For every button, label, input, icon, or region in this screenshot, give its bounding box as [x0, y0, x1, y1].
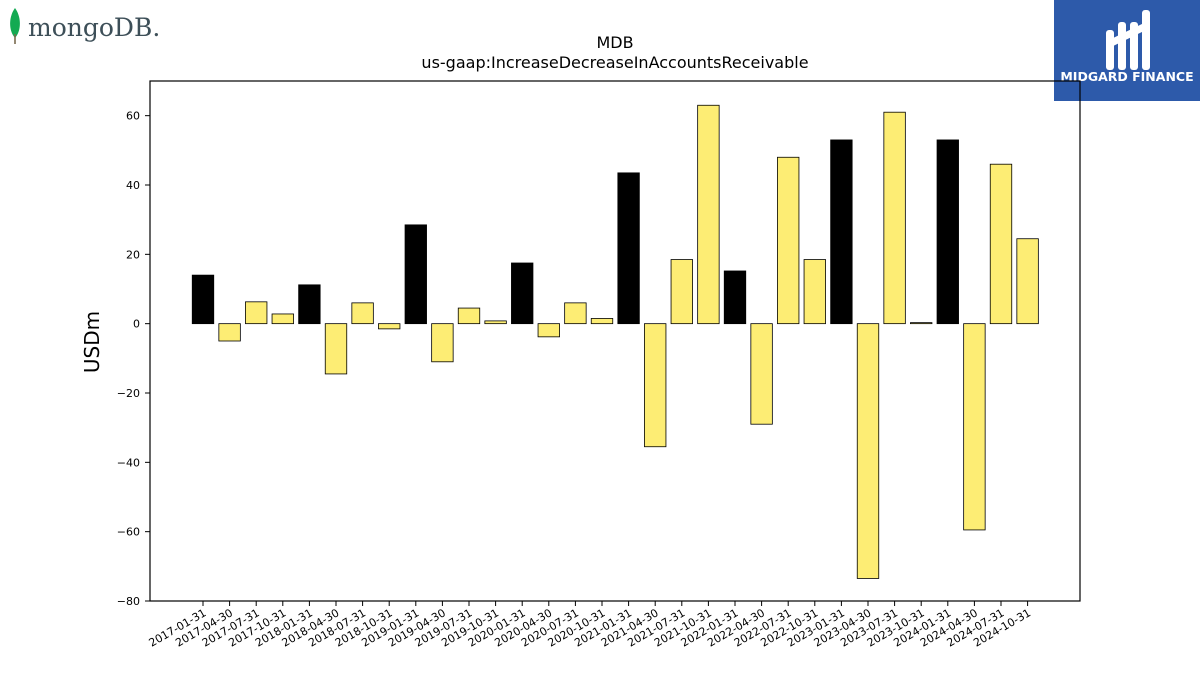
bar-2021-04-30 — [644, 323, 667, 448]
chart-subtitle: us-gaap:IncreaseDecreaseInAccountsReceiv… — [421, 53, 808, 72]
bar-2018-04-30 — [324, 323, 348, 375]
bar-2023-01-31 — [830, 139, 853, 325]
bar-2023-04-30 — [856, 323, 880, 579]
bar-2017-07-31 — [245, 301, 268, 325]
plot-frame — [149, 80, 1081, 602]
bar-2019-10-31 — [484, 320, 507, 325]
mongodb-logo-text: mongoDB. — [28, 13, 160, 42]
bar-2022-01-31 — [723, 270, 747, 325]
bar-2024-04-30 — [963, 323, 986, 531]
bar-2022-10-31 — [803, 259, 826, 325]
bar-2021-01-31 — [617, 172, 640, 325]
y-tick-label: 40 — [126, 179, 140, 192]
bar-2018-10-31 — [378, 323, 401, 330]
bar-2024-01-31 — [936, 139, 959, 325]
y-tick-label: 20 — [126, 248, 140, 261]
chart-title: MDB — [596, 33, 633, 52]
bar-2019-04-30 — [431, 323, 454, 363]
y-tick-label: 60 — [126, 110, 140, 123]
x-axis: 2017-01-312017-04-302017-07-312017-10-31… — [147, 601, 1033, 650]
bar-2022-04-30 — [750, 323, 773, 425]
bar-2019-01-31 — [404, 224, 427, 325]
midgard-finance-logo-icon — [1106, 10, 1150, 70]
y-tick-label: −80 — [117, 595, 140, 608]
bar-2019-07-31 — [457, 307, 481, 325]
bar-2017-01-31 — [191, 274, 215, 325]
bar-2024-07-31 — [989, 163, 1013, 325]
bar-2017-04-30 — [218, 323, 241, 342]
bar-2021-10-31 — [697, 104, 720, 325]
bar-2023-07-31 — [883, 111, 906, 325]
mongodb-logo: mongoDB. — [4, 6, 174, 48]
bar-2023-10-31 — [910, 322, 933, 325]
bar-2017-10-31 — [271, 313, 294, 325]
midgard-finance-logo: MIDGARD FINANCE — [1054, 0, 1200, 101]
bar-2018-01-31 — [298, 284, 321, 325]
bar-2020-07-31 — [564, 302, 587, 325]
bar-2022-07-31 — [777, 156, 800, 325]
midgard-finance-logo-text: MIDGARD FINANCE — [1060, 69, 1193, 84]
bar-2020-04-30 — [537, 323, 560, 338]
bars-group — [191, 104, 1039, 579]
y-axis-label: USDm — [80, 311, 104, 373]
bar-2018-07-31 — [351, 302, 374, 325]
y-axis: −80 −60 −40 −20 0 20 40 60 — [117, 110, 150, 608]
y-tick-label: −20 — [117, 387, 140, 400]
bar-2020-10-31 — [590, 318, 614, 325]
bar-2024-10-31 — [1016, 238, 1039, 325]
bar-2020-01-31 — [511, 262, 534, 325]
y-tick-label: −60 — [117, 526, 140, 539]
mongodb-leaf-icon — [10, 8, 20, 38]
y-tick-label: −40 — [117, 456, 140, 469]
bar-2021-07-31 — [670, 259, 693, 325]
y-tick-label: 0 — [133, 318, 140, 331]
